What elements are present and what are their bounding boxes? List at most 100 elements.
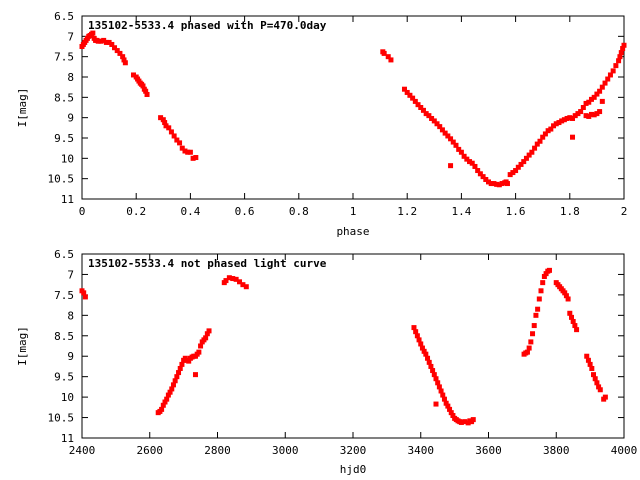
data-point [443,400,449,406]
data-point [428,363,434,369]
data-point [564,115,570,121]
data-point [168,129,174,135]
chart-title: 135102-5533.4 phased with P=470.0day [88,19,327,32]
data-point [381,50,387,56]
data-point [587,361,593,367]
data-point [176,370,182,376]
data-point [563,293,569,299]
y-tick-label: 6.5 [54,248,74,261]
data-point [182,148,188,154]
data-point [450,413,456,419]
data-point [526,345,532,351]
data-point [445,403,451,409]
x-tick-label: 0 [79,205,86,218]
x-tick-label: 0.6 [235,205,255,218]
x-tick-label: 3800 [543,444,570,457]
data-point [572,323,578,329]
data-point [193,155,199,161]
data-point [81,290,87,296]
data-point [551,123,557,129]
data-point [458,149,464,155]
data-point [572,113,578,119]
y-axis-ticks: 6.5 7 7.5 8 8.5 9 9.5 10 10.5 11 [48,248,624,445]
data-point [438,388,444,394]
data-point [496,182,502,188]
data-point [418,105,424,110]
data-point [140,83,146,89]
data-point [430,368,436,374]
data-point [570,115,576,121]
data-point [442,130,448,136]
data-point [513,168,519,174]
y-axis-ticks: 6.5 7 7.5 8 8.5 9 9.5 10 10.5 11 [48,10,624,206]
data-point [515,164,521,170]
data-point [174,137,180,143]
plot-frame [81,15,625,200]
data-points [79,30,627,188]
y-tick-label: 9 [67,350,74,363]
data-point [620,46,626,52]
data-point [416,337,422,343]
y-tick-label: 6.5 [54,10,74,23]
data-point [521,159,527,165]
data-point [445,133,451,139]
data-point [491,181,497,187]
data-point [185,149,191,155]
data-point [223,278,229,284]
data-point [594,380,600,386]
data-point [553,121,559,127]
data-point [540,134,546,140]
data-point [190,155,196,161]
data-point [163,123,169,129]
x-tick-label: 2 [621,205,628,218]
data-point [448,410,454,416]
data-point [101,37,107,43]
data-point [456,146,462,152]
data-point [120,54,126,60]
x-tick-label: 3400 [408,444,435,457]
data-point [589,365,595,371]
data-point [499,181,505,187]
data-point [162,399,168,405]
data-point [159,406,165,412]
y-tick-label: 8 [67,71,74,84]
data-point [109,41,115,47]
x-tick-label: 1.4 [451,205,471,218]
data-point [410,95,416,101]
x-tick-label: 1 [350,205,357,218]
data-point [526,152,532,158]
data-point [536,296,542,302]
data-point [240,282,246,288]
data-point [477,171,483,177]
data-point [453,142,459,148]
data-point [388,57,394,63]
x-tick-label: 4000 [611,444,638,457]
data-point [423,351,429,357]
data-point [164,396,170,402]
x-axis-label: hjd0 [340,463,367,476]
data-point [591,372,597,378]
data-point [158,115,164,121]
data-point [524,349,530,355]
y-tick-label: 10 [61,391,74,404]
x-tick-label: 3600 [475,444,502,457]
data-point [586,99,592,105]
data-point [583,113,589,119]
data-point [467,159,473,165]
data-point [171,133,177,139]
data-point [607,72,613,78]
data-point [542,131,548,137]
data-point [599,98,605,104]
data-point [167,389,173,395]
data-point [411,325,417,331]
data-point [574,327,580,333]
y-tick-label: 8.5 [54,330,74,343]
data-point [230,276,236,282]
data-point [106,39,112,45]
data-point [418,341,424,347]
data-point [90,30,96,36]
data-point [206,328,212,334]
data-point [610,68,616,74]
data-point [177,140,183,146]
